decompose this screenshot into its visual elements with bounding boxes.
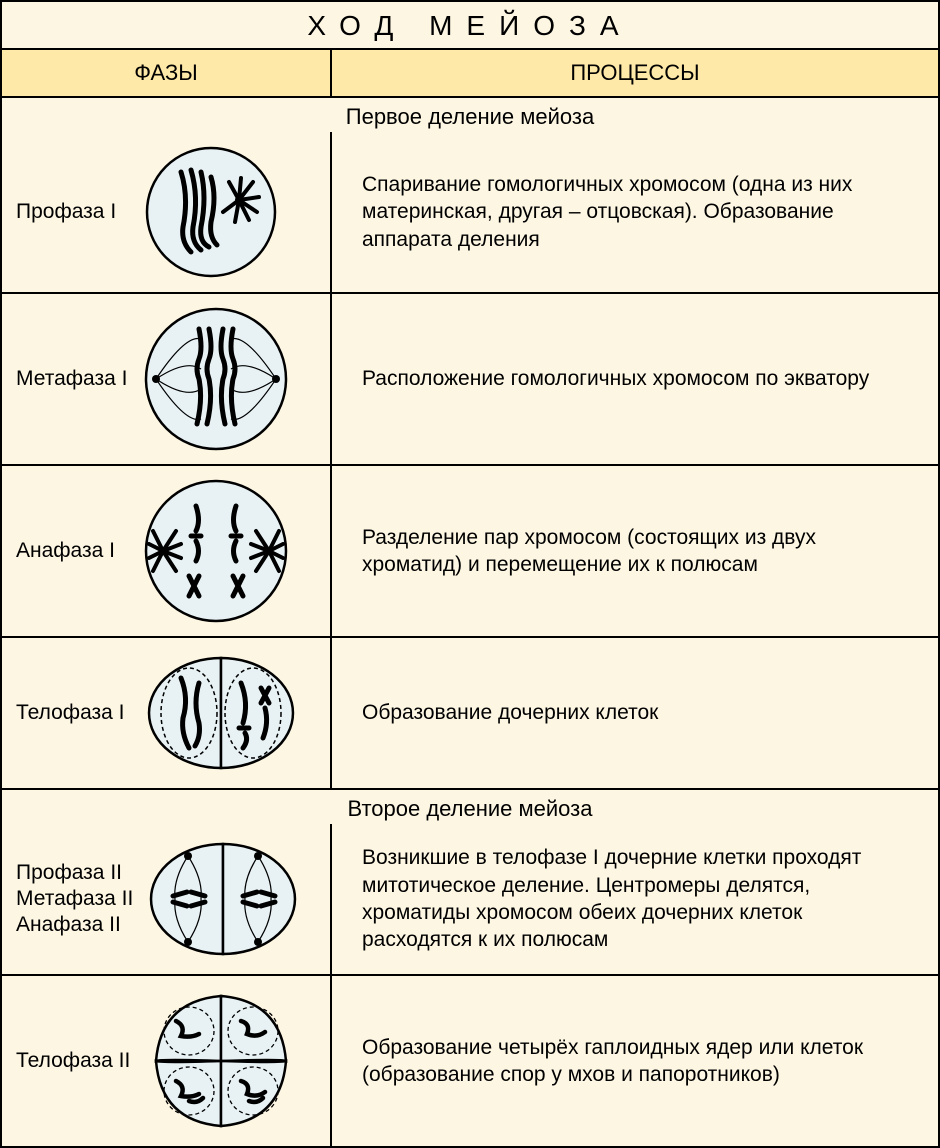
- section-2-title: Второе деление мейоза: [2, 790, 938, 824]
- process-desc: Разделение пар хромосом (состоящих из дв…: [332, 466, 938, 636]
- table-row: Телофаза II: [2, 976, 938, 1146]
- phase-label: Телофаза II: [16, 1048, 131, 1074]
- prophase1-icon: [141, 142, 281, 282]
- table-row: Телофаза I Образование дочерних клеток: [2, 638, 938, 790]
- header-processes: ПРОЦЕССЫ: [332, 50, 938, 98]
- phase-label: Профаза I: [16, 199, 131, 225]
- table-row: Профаза I: [2, 132, 938, 294]
- phase-label: Телофаза I: [16, 700, 131, 726]
- section-1-title: Первое деление мейоза: [2, 98, 938, 132]
- table-row: Профаза II Метафаза II Анафаза II: [2, 824, 938, 976]
- process-desc: Спаривание гомологичных хромосом (одна и…: [332, 132, 938, 292]
- phase-label: Анафаза I: [16, 538, 131, 564]
- header-phases: ФАЗЫ: [2, 50, 332, 98]
- telophase2-icon: [141, 986, 301, 1136]
- phase-label: Метафаза I: [16, 366, 131, 392]
- table-title: ХОД МЕЙОЗА: [2, 2, 938, 50]
- process-desc: Расположение гомологичных хромосом по эк…: [332, 294, 938, 464]
- table-row: Метафаза I: [2, 294, 938, 466]
- metaphase1-icon: [141, 304, 291, 454]
- header-row: ФАЗЫ ПРОЦЕССЫ: [2, 50, 938, 98]
- process-desc: Возникшие в телофазе I дочерние клетки п…: [332, 824, 938, 974]
- table-row: Анафаза I: [2, 466, 938, 638]
- division2-icon: [143, 834, 303, 964]
- meiosis-table: ХОД МЕЙОЗА ФАЗЫ ПРОЦЕССЫ Первое деление …: [0, 0, 940, 1148]
- phase-label: Профаза II Метафаза II Анафаза II: [16, 860, 133, 939]
- process-desc: Образование четырёх гаплоидных ядер или …: [332, 976, 938, 1146]
- process-desc: Образование дочерних клеток: [332, 638, 938, 788]
- anaphase1-icon: [141, 476, 291, 626]
- telophase1-icon: [141, 648, 301, 778]
